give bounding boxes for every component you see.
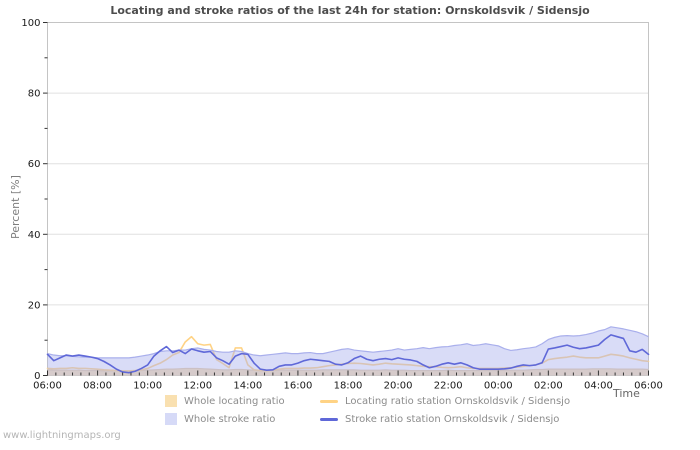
svg-text:80: 80 <box>28 89 41 100</box>
whole-locating-swatch-icon <box>165 395 177 407</box>
legend-row-1: Whole locating ratio Locating ratio stat… <box>165 395 570 407</box>
svg-text:22:00: 22:00 <box>434 381 463 392</box>
legend-row-2: Whole stroke ratio Stroke ratio station … <box>165 413 559 425</box>
legend-label: Whole stroke ratio <box>184 413 276 425</box>
svg-text:06:00: 06:00 <box>33 381 62 392</box>
svg-text:18:00: 18:00 <box>334 381 363 392</box>
legend-item-stroke-station: Stroke ratio station Ornskoldsvik / Side… <box>320 414 559 425</box>
svg-text:20:00: 20:00 <box>384 381 413 392</box>
x-axis-label: Time <box>613 387 640 400</box>
legend-item-whole-stroke: Whole stroke ratio <box>165 413 320 425</box>
svg-text:16:00: 16:00 <box>284 381 313 392</box>
legend-label: Stroke ratio station Ornskoldsvik / Side… <box>345 413 560 425</box>
watermark-url: www.lightningmaps.org <box>3 430 121 441</box>
svg-text:20: 20 <box>28 300 41 311</box>
legend-item-locating-station: Locating ratio station Ornskoldsvik / Si… <box>320 396 570 407</box>
stroke-station-line-swatch-icon <box>320 417 338 421</box>
svg-text:60: 60 <box>28 159 41 170</box>
svg-text:40: 40 <box>28 230 41 241</box>
svg-text:0: 0 <box>34 371 40 382</box>
legend-label: Locating ratio station Ornskoldsvik / Si… <box>345 395 571 407</box>
svg-text:08:00: 08:00 <box>83 381 112 392</box>
svg-text:12:00: 12:00 <box>183 381 212 392</box>
svg-text:02:00: 02:00 <box>534 381 563 392</box>
chart-title: Locating and stroke ratios of the last 2… <box>110 4 590 17</box>
svg-text:10:00: 10:00 <box>133 381 162 392</box>
svg-text:100: 100 <box>21 18 40 29</box>
svg-text:04:00: 04:00 <box>584 381 613 392</box>
legend-item-whole-locating: Whole locating ratio <box>165 395 320 407</box>
locating-station-line-swatch-icon <box>320 399 338 403</box>
whole-stroke-swatch-icon <box>165 413 177 425</box>
svg-text:14:00: 14:00 <box>233 381 262 392</box>
svg-text:06:00: 06:00 <box>634 381 663 392</box>
legend-label: Whole locating ratio <box>184 395 285 407</box>
svg-text:00:00: 00:00 <box>484 381 513 392</box>
